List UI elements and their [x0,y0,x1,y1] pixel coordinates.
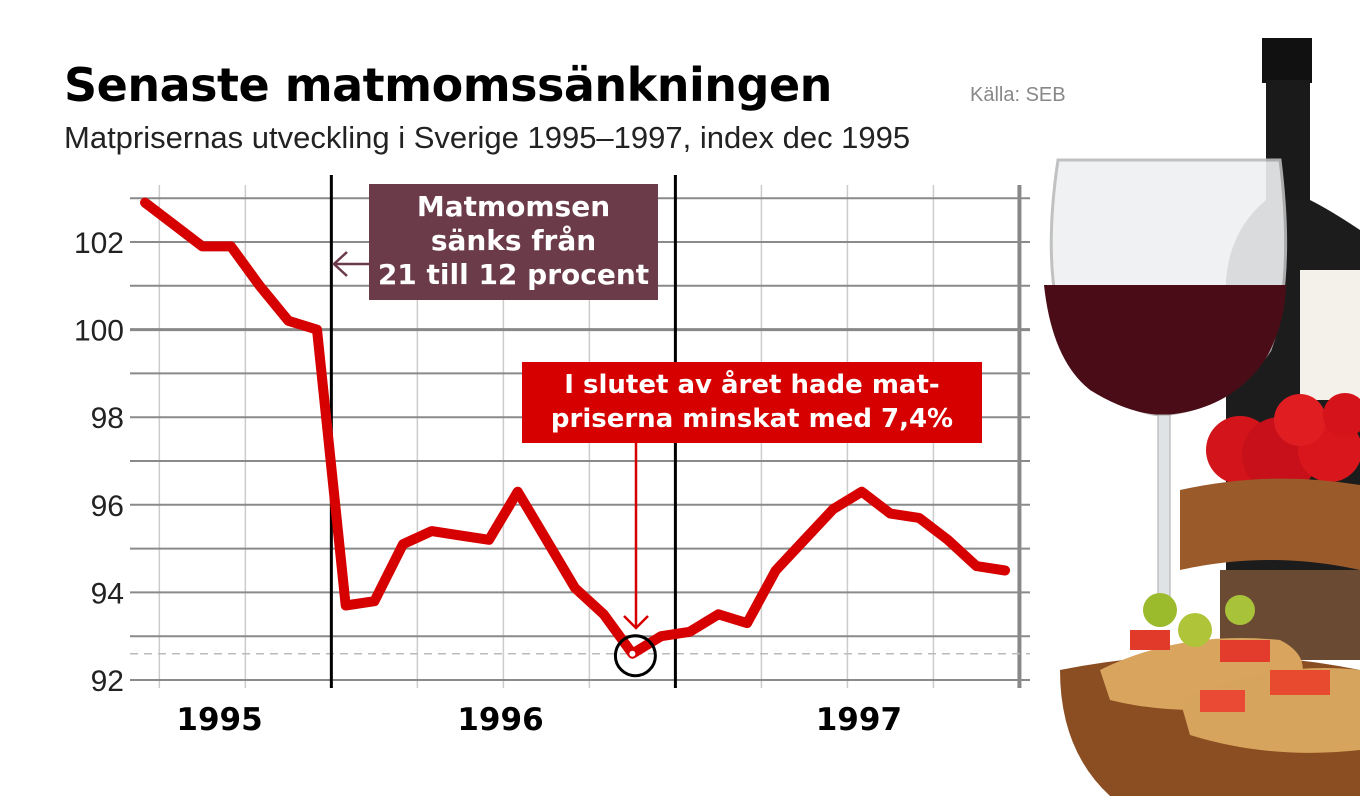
x-year-label: 1997 [816,702,902,738]
annotation-line: sänks från [430,224,597,257]
y-tick-label: 98 [91,402,124,435]
bruschetta-icon [1100,593,1360,753]
annotation-line: I slutet av året hade mat- [564,370,940,400]
minimum-arrowhead [623,615,649,630]
y-tick-label: 96 [91,490,124,523]
chart-title: Senaste matmomssänkningen [64,58,832,112]
y-tick-label: 92 [91,665,124,698]
source-label: Källa: SEB [970,84,1066,106]
y-tick-label: 94 [91,577,124,610]
y-tick-label: 100 [74,315,124,348]
wine-and-food-photo [1044,38,1360,796]
minimum-point [629,650,636,657]
vat-cut-arrowhead [332,251,348,277]
x-year-label: 1995 [176,702,262,738]
tomatoes-icon [1206,393,1360,493]
annotation-line: Matmomsen [416,190,611,223]
wine-glass-icon [1044,158,1288,606]
chart-subtitle: Matprisernas utveckling i Sverige 1995–1… [64,120,911,155]
annotation-line: priserna minskat med 7,4% [550,404,954,434]
minimum-annotation: I slutet av året hade mat- priserna mins… [522,362,982,443]
y-tick-label: 102 [74,227,124,260]
minimum-circle [613,634,657,678]
vat-cut-annotation: Matmomsen sänks från 21 till 12 procent [369,184,658,300]
annotation-line: 21 till 12 procent [377,258,650,291]
x-year-label: 1996 [457,702,543,738]
